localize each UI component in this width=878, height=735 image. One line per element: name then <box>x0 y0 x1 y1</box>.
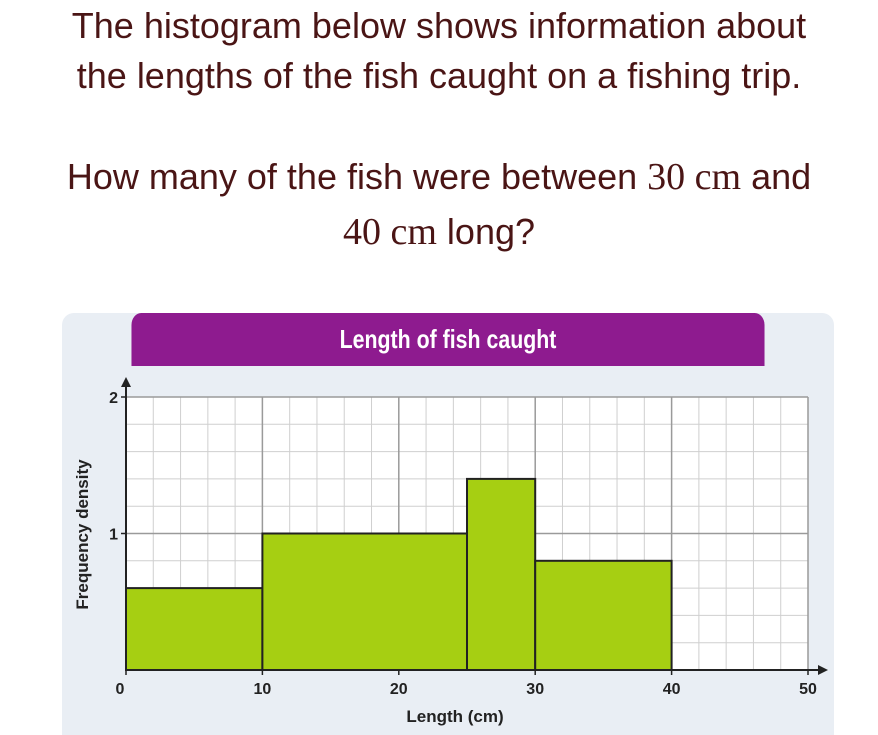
x-tick-label: 20 <box>390 681 408 698</box>
y-axis-title: Frequency density <box>73 459 92 610</box>
y-tick-label: 1 <box>109 527 118 544</box>
y-axis-arrow <box>121 377 131 387</box>
y-tick-label: 2 <box>109 390 118 407</box>
math-30cm: 30 cm <box>647 156 742 198</box>
x-axis-arrow <box>818 665 828 675</box>
chart-title: Length of fish caught <box>131 313 765 366</box>
question-text: long? <box>436 211 536 252</box>
labels: 0 10 20 30 40 50 1 2 Length (cm) Frequency densit… <box>73 390 817 726</box>
question-line-4: 40 cm long? <box>0 210 878 254</box>
axes <box>121 377 828 675</box>
question-text: and <box>741 156 812 197</box>
bars <box>125 477 673 671</box>
x-tick-label: 30 <box>526 681 544 698</box>
histogram-bar-30-40 <box>534 559 673 671</box>
x-tick-label: 0 <box>116 681 125 698</box>
question-text: How many of the fish were between <box>66 156 648 197</box>
question-line-1: The histogram below shows information ab… <box>71 5 807 46</box>
math-40cm: 40 cm <box>342 211 437 253</box>
x-axis-title: Length (cm) <box>406 707 503 726</box>
question-line-3: How many of the fish were between 30 cm … <box>0 155 878 199</box>
question-line-2: the lengths of the fish caught on a fish… <box>76 55 802 96</box>
x-tick-label: 10 <box>254 681 272 698</box>
x-tick-label: 40 <box>663 681 681 698</box>
histogram-bar-0-10 <box>125 587 264 671</box>
histogram-bar-10-25 <box>261 532 468 671</box>
histogram-bar-25-30 <box>466 477 537 671</box>
x-tick-label: 50 <box>799 681 817 698</box>
